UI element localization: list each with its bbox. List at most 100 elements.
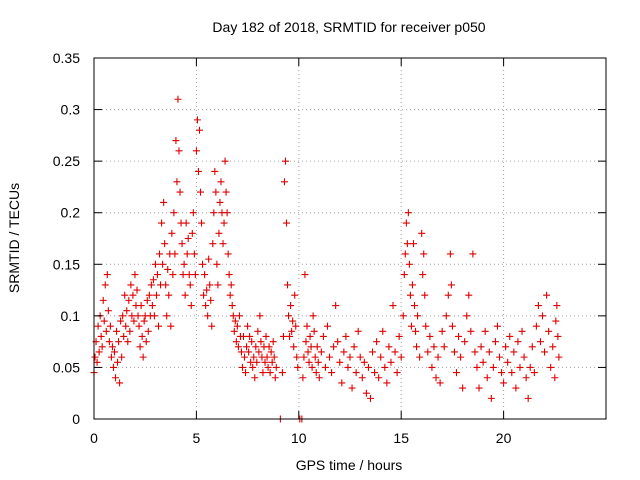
data-point <box>95 348 103 356</box>
data-point <box>199 260 207 268</box>
y-tick-label: 0.1 <box>61 308 81 324</box>
data-point <box>231 317 239 325</box>
data-point <box>147 281 155 289</box>
data-point <box>395 332 403 340</box>
data-point <box>534 302 542 310</box>
data-point <box>321 363 329 371</box>
data-point <box>192 147 200 155</box>
x-tick-labels: 0 5 10 15 20 <box>90 430 511 446</box>
data-point <box>259 369 267 377</box>
data-point <box>158 219 166 227</box>
data-point <box>414 312 422 320</box>
data-point <box>479 358 487 366</box>
data-point <box>145 291 153 299</box>
data-point <box>108 343 116 351</box>
data-point <box>144 327 152 335</box>
data-point <box>220 219 228 227</box>
data-point <box>530 369 538 377</box>
data-point <box>129 291 137 299</box>
data-point <box>150 312 158 320</box>
data-point <box>205 255 213 263</box>
data-point <box>184 235 192 242</box>
data-point <box>379 327 387 335</box>
data-point <box>110 348 118 356</box>
data-point <box>99 296 107 304</box>
data-point <box>381 363 389 371</box>
data-point <box>459 384 467 392</box>
data-point <box>292 322 300 330</box>
data-point <box>143 296 151 304</box>
data-point <box>539 312 547 320</box>
data-point <box>518 327 526 335</box>
data-point <box>400 271 408 279</box>
data-point <box>402 219 410 227</box>
data-point <box>256 312 264 320</box>
data-point <box>117 317 125 325</box>
data-point <box>366 394 374 402</box>
data-point <box>471 348 479 356</box>
data-point <box>498 369 506 377</box>
data-point <box>346 353 354 361</box>
data-point <box>211 167 219 175</box>
data-point <box>249 363 257 371</box>
data-point <box>214 281 222 289</box>
y-tick-label: 0 <box>72 411 80 427</box>
data-point <box>202 302 210 310</box>
data-point <box>373 338 381 346</box>
data-point <box>126 327 134 335</box>
data-point <box>516 363 524 371</box>
data-point <box>336 358 344 366</box>
data-point <box>176 188 184 196</box>
data-point <box>532 322 540 330</box>
data-point <box>512 384 520 392</box>
data-point <box>257 338 265 346</box>
data-point <box>440 343 448 351</box>
data-point <box>190 250 198 258</box>
data-point <box>426 332 434 340</box>
data-point <box>307 343 315 351</box>
data-point <box>502 343 510 351</box>
data-point <box>182 219 190 227</box>
data-point <box>360 358 368 366</box>
data-point <box>97 332 105 340</box>
data-point <box>178 240 186 248</box>
data-point <box>432 374 440 382</box>
data-point <box>412 327 420 335</box>
data-point <box>242 369 250 377</box>
data-point <box>272 363 280 371</box>
data-point <box>291 291 299 299</box>
data-point <box>246 332 254 340</box>
data-point <box>195 126 203 134</box>
data-point <box>186 281 194 289</box>
data-point <box>342 332 350 340</box>
data-point <box>461 338 469 346</box>
data-point <box>156 250 164 258</box>
data-point <box>226 291 234 299</box>
data-point <box>113 327 121 335</box>
data-point <box>229 312 237 320</box>
data-point <box>404 209 412 217</box>
x-tick-label: 0 <box>90 430 98 446</box>
data-point <box>191 271 199 279</box>
data-point <box>375 374 383 382</box>
data-point <box>198 219 206 227</box>
data-point <box>206 281 214 289</box>
data-point <box>107 353 115 361</box>
data-point <box>215 229 223 237</box>
data-point <box>281 157 289 165</box>
data-point <box>420 250 428 258</box>
data-point <box>541 348 549 356</box>
data-point <box>155 322 163 330</box>
data-point <box>255 348 263 356</box>
data-point <box>447 281 455 289</box>
data-point <box>287 302 295 310</box>
data-point <box>162 281 170 289</box>
data-point <box>115 338 123 346</box>
data-point <box>100 317 108 325</box>
data-point <box>168 229 176 237</box>
data-point <box>393 369 401 377</box>
data-point <box>134 312 142 320</box>
data-point <box>312 369 320 377</box>
data-point <box>362 389 370 397</box>
data-point <box>416 353 424 361</box>
